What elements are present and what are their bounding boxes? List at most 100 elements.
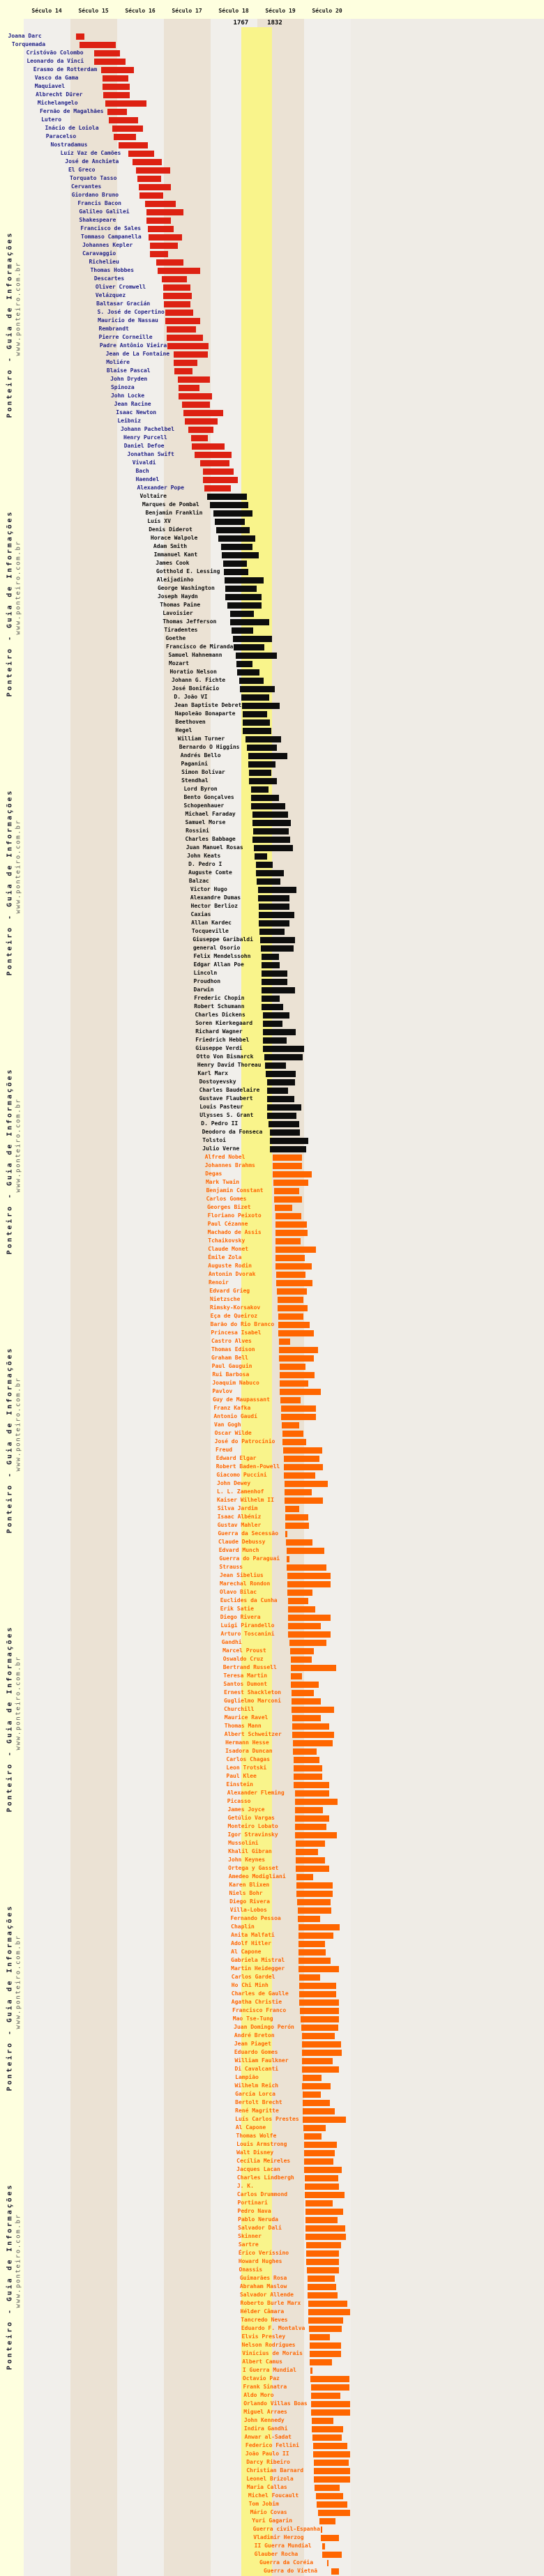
person-name-label: Ho Chi Minh [231, 1982, 269, 1988]
lifespan-bar [277, 1297, 304, 1303]
person-name-label: Henry David Thoreau [197, 1062, 262, 1068]
person-name-label: Proudhon [193, 978, 221, 984]
lifespan-bar [178, 385, 200, 391]
person-name-label: Isaac Albéniz [217, 1514, 262, 1520]
person-name-label: Miguel Arraes [243, 2409, 287, 2415]
lifespan-bar [278, 1330, 314, 1336]
person-name-label: Antonio Gaudí [213, 1413, 257, 1419]
person-name-label: Julio Verne [202, 1145, 240, 1152]
lifespan-bar [262, 996, 280, 1002]
lifespan-bar [305, 2242, 342, 2248]
person-name-label: Carlos Chagas [226, 1756, 271, 1762]
lifespan-bar [139, 192, 164, 199]
person-name-label: Pavlov [212, 1388, 233, 1394]
person-name-label: Johann G. Fichte [172, 677, 226, 683]
person-name-label: Charles Dickens [195, 1012, 245, 1018]
person-name-label: Portinari [237, 2200, 268, 2206]
lifespan-bar [236, 653, 278, 659]
person-name-label: Freud [216, 1447, 233, 1453]
lifespan-bar [261, 987, 296, 993]
lifespan-bar [259, 929, 285, 935]
lifespan-bar [158, 268, 201, 274]
lifespan-bar [285, 1489, 312, 1495]
lifespan-bar [257, 887, 297, 893]
person-name-label: Giuseppe Verdi [195, 1045, 243, 1051]
lifespan-bar [224, 577, 264, 584]
person-name-label: Stendhal [181, 777, 209, 784]
lifespan-bar [288, 1631, 331, 1638]
person-name-label: Guerra do Paraguai [219, 1555, 280, 1562]
person-name-label: El Greco [68, 167, 96, 173]
person-name-label: Joseph Haydn [157, 593, 198, 600]
lifespan-bar [275, 1255, 305, 1261]
person-name-label: Fernando Pessoa [230, 1915, 281, 1921]
person-name-label: Marechal Rondon [220, 1580, 271, 1587]
person-name-label: Eduardo F. Montalva [241, 2325, 305, 2331]
lifespan-bar [150, 251, 169, 257]
lifespan-bar [138, 184, 172, 190]
lifespan-bar [273, 1171, 312, 1178]
person-name-label: II Guerra Mundial [254, 2543, 312, 2549]
person-name-label: Hermann Hesse [225, 1739, 269, 1746]
lifespan-bar [301, 2050, 342, 2056]
lifespan-bar [272, 1154, 302, 1161]
person-name-label: Francisco de Sales [80, 225, 142, 231]
lifespan-bar [285, 1531, 288, 1537]
person-name-label: Napoleão Bonaparte [174, 710, 236, 717]
person-name-label: Lincoln [193, 970, 218, 976]
person-name-label: Felix Mendelssohn [193, 953, 251, 959]
lifespan-bar [221, 552, 259, 558]
lifespan-bar [277, 1305, 308, 1311]
person-name-label: J. K. [236, 2183, 254, 2189]
person-name-label: Paganini [181, 761, 208, 767]
lifespan-bar [299, 1958, 331, 1964]
person-name-label: John Keats [187, 853, 221, 859]
lifespan-bar [285, 1523, 309, 1529]
highlight-start-year-label: 1767 [233, 20, 249, 26]
person-name-label: Albrecht Dürer [36, 91, 83, 98]
person-name-label: Luís Carlos Prestes [235, 2116, 299, 2122]
lifespan-bar [146, 218, 172, 224]
person-name-label: Charles Babbage [185, 836, 236, 842]
person-name-label: Haendel [135, 476, 160, 482]
lifespan-bar [252, 837, 291, 843]
person-name-label: André Breton [234, 2032, 275, 2038]
person-name-label: Rossini [186, 828, 209, 834]
person-name-label: James Joyce [227, 1806, 265, 1813]
person-name-label: Richard Wagner [195, 1028, 243, 1035]
person-name-label: Joaquim Nabuco [212, 1380, 259, 1386]
lifespan-bar [296, 1840, 325, 1847]
lifespan-bar [294, 1782, 330, 1788]
person-name-label: Isaac Newton [116, 409, 157, 416]
lifespan-bar [269, 1129, 301, 1136]
person-name-label: Dostoyevsky [199, 1079, 236, 1085]
person-name-label: Howard Hughes [238, 2258, 282, 2264]
person-name-label: García Lorca [235, 2091, 275, 2097]
lifespan-bar [300, 2016, 340, 2022]
lifespan-bar [263, 1021, 283, 1027]
person-name-label: José Bonifácio [172, 685, 220, 692]
person-name-label: Vladimir Herzog [253, 2534, 304, 2540]
person-name-label: Pierre Corneille [98, 334, 153, 340]
person-name-label: Claude Monet [208, 1246, 249, 1252]
lifespan-bar [174, 368, 193, 374]
lifespan-bar [312, 2443, 347, 2449]
person-name-label: Horace Walpole [150, 535, 198, 541]
person-name-label: Immanuel Kant [153, 551, 198, 558]
person-name-label: Tancredo Neves [241, 2317, 288, 2323]
person-name-label: Diego Rivera [220, 1614, 261, 1620]
lifespan-bar [296, 1849, 319, 1855]
person-name-label: Thomas Paine [160, 602, 201, 608]
person-name-label: Caravaggio [82, 250, 116, 257]
person-name-label: D. João VI [174, 694, 208, 700]
person-name-label: Machado de Assis [207, 1229, 262, 1235]
person-name-label: Eça de Queiroz [210, 1313, 258, 1319]
lifespan-bar [304, 2150, 335, 2156]
person-name-label: Renoir [208, 1279, 229, 1286]
lifespan-bar [281, 1414, 316, 1420]
lifespan-bar [204, 485, 231, 491]
lifespan-bar [292, 1690, 315, 1696]
lifespan-bar [278, 1355, 315, 1362]
person-name-label: Edvard Munch [218, 1547, 259, 1553]
